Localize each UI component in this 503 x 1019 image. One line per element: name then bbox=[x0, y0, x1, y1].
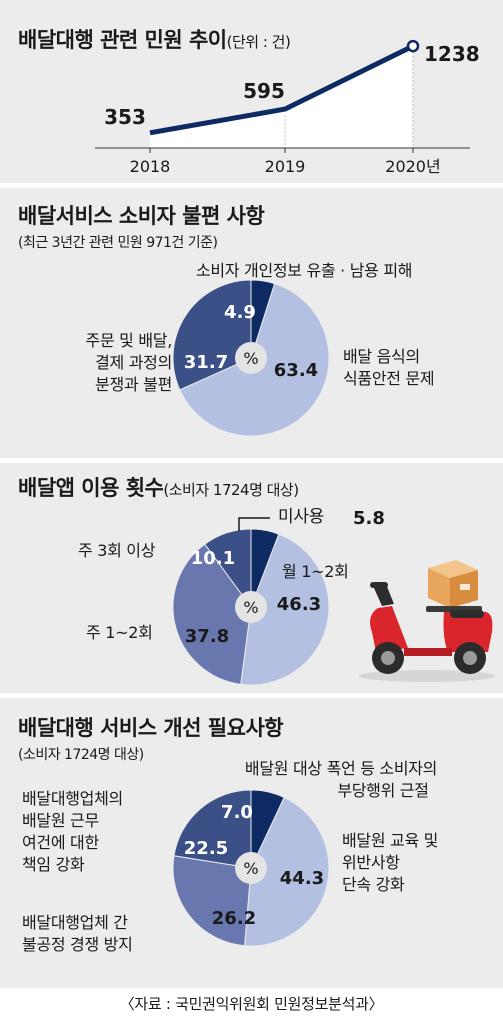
x-tick-label: 2019 bbox=[265, 157, 306, 176]
trend-line bbox=[149, 43, 415, 136]
pie-center bbox=[235, 591, 267, 623]
delivery-scooter-icon bbox=[359, 560, 495, 682]
pie-value-label: 63.4 bbox=[274, 360, 318, 381]
pie-center bbox=[235, 852, 267, 884]
pie-value-label: 31.7 bbox=[184, 352, 228, 373]
unused-leader-line bbox=[238, 517, 270, 531]
label-monthly-1-2: 월 1~2회 bbox=[282, 562, 349, 581]
app-usage-pie: % 46.3 37.8 10.1 5.8 bbox=[172, 508, 385, 686]
pie-center bbox=[235, 342, 267, 374]
app-usage-title: 배달앱 이용 횟수(소비자 1724명 대상) bbox=[18, 476, 299, 500]
pie-slice bbox=[240, 533, 330, 686]
service-needs-panel: 배달대행 서비스 개선 필요사항 (소비자 1724명 대상) % 7.0 44.3… bbox=[0, 698, 503, 988]
pie-value-label: 22.5 bbox=[184, 838, 228, 859]
label-work-conditions: 배달대행업체의 배달원 근무 여건에 대한 책임 강화 bbox=[22, 789, 123, 874]
complaint-trend-chart: 2018 2019 2020년 353 595 1238 bbox=[95, 39, 480, 176]
pie-center-label: % bbox=[243, 349, 258, 368]
service-complaints-title: 배달서비스 소비자 불편 사항 bbox=[18, 204, 265, 228]
label-order-dispute: 주문 및 배달, 결제 과정의 분쟁과 불편 bbox=[85, 331, 173, 394]
trend-end-point bbox=[406, 39, 420, 53]
pie-value-label: 10.1 bbox=[191, 548, 235, 569]
pie-value-label: 5.8 bbox=[353, 508, 385, 529]
service-needs-pie: % 7.0 44.3 26.2 22.5 bbox=[172, 789, 330, 947]
label-weekly-3plus: 주 3회 이상 bbox=[78, 541, 156, 560]
complaint-trend-panel: 배달대행 관련 민원 추이(단위 : 건) 2018 2019 2020년 353 59… bbox=[0, 0, 503, 183]
pie-value-label: 44.3 bbox=[280, 868, 324, 889]
pie-value-label: 46.3 bbox=[277, 594, 321, 615]
label-unused: 미사용 bbox=[278, 507, 325, 527]
pie-slice bbox=[204, 528, 252, 609]
label-food-safety: 배달 음식의 식품안전 문제 bbox=[343, 347, 435, 388]
app-usage-note: (소비자 1724명 대상) bbox=[163, 481, 299, 499]
pie-center-label: % bbox=[243, 598, 258, 617]
pie-center-label: % bbox=[243, 859, 258, 878]
unit-label: (단위 : 건) bbox=[226, 33, 291, 51]
pie-slice bbox=[244, 796, 330, 947]
trend-value-label: 1238 bbox=[424, 42, 480, 66]
pie-slice bbox=[173, 789, 252, 869]
pie-slice bbox=[172, 279, 252, 391]
trend-value-label: 353 bbox=[104, 105, 146, 129]
service-complaints-note: (최근 3년간 관련 민원 971건 기준) bbox=[18, 235, 218, 251]
service-complaints-pie: % 4.9 63.4 31.7 bbox=[172, 279, 330, 437]
pie-slice bbox=[172, 855, 252, 947]
pie-value-label: 7.0 bbox=[221, 802, 253, 823]
service-complaints-panel: 배달서비스 소비자 불편 사항 (최근 3년간 관련 민원 971건 기준) %… bbox=[0, 188, 503, 458]
service-needs-title: 배달대행 서비스 개선 필요사항 bbox=[18, 716, 284, 740]
pie-value-label: 37.8 bbox=[185, 626, 229, 647]
pie-value-label: 4.9 bbox=[224, 302, 256, 323]
service-needs-note: (소비자 1724명 대상) bbox=[18, 747, 144, 763]
source-note: 〈자료 : 국민권익위원회 민원정보분석과〉 bbox=[119, 995, 384, 1013]
label-fair-competition: 배달대행업체 간 불공정 경쟁 방지 bbox=[22, 913, 133, 954]
label-weekly-1-2: 주 1~2회 bbox=[86, 623, 153, 642]
label-abuse-prevention: 배달원 대상 폭언 등 소비자의 부당행위 근절 bbox=[244, 759, 438, 800]
x-tick-label: 2020년 bbox=[385, 157, 440, 176]
pie-slice bbox=[172, 543, 252, 685]
trend-value-label: 595 bbox=[243, 79, 285, 103]
x-tick-label: 2018 bbox=[130, 157, 171, 176]
label-privacy-leak: 소비자 개인정보 유출 · 남용 피해 bbox=[196, 261, 413, 280]
complaint-trend-title: 배달대행 관련 민원 추이(단위 : 건) bbox=[18, 28, 291, 52]
pie-value-label: 26.2 bbox=[212, 908, 256, 929]
label-education: 배달원 교육 및 위반사항 단속 강화 bbox=[342, 831, 439, 894]
